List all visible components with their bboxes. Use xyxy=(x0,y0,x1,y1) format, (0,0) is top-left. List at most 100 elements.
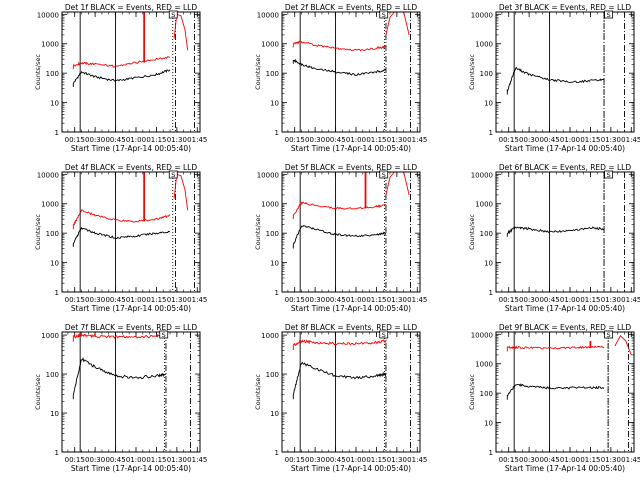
x-tick-label: 01:45 xyxy=(621,456,640,464)
series-events-line xyxy=(72,356,167,400)
lld-flare-curve xyxy=(385,12,410,36)
plot-area xyxy=(506,66,605,95)
x-tick-label: 01:00 xyxy=(560,136,580,144)
y-tick-label: 10 xyxy=(270,260,279,268)
series-events-line xyxy=(506,383,605,400)
x-tick-label: 01:00 xyxy=(126,136,146,144)
detector-panel-2: Det 2f BLACK = Events, RED = LLD 1 10 100 10… xyxy=(254,3,427,153)
x-axis-label: Start Time (17-Apr-14 00:05:40) xyxy=(505,144,625,153)
series-lld-line xyxy=(72,209,171,230)
x-tick-label: 00:45 xyxy=(325,136,345,144)
y-tick-label: 1 xyxy=(489,449,493,457)
y-tick-label: 1 xyxy=(275,289,279,297)
x-tick-label: 01:00 xyxy=(126,296,146,304)
series-lld-line xyxy=(292,40,387,52)
axes-frame xyxy=(61,331,201,453)
y-tick-label: 10000 xyxy=(257,11,279,19)
plot-area xyxy=(292,12,410,76)
x-tick-label: 01:45 xyxy=(407,136,427,144)
saa-marker-label: S xyxy=(171,171,175,179)
panel-title: Det 2f BLACK = Events, RED = LLD xyxy=(285,3,418,12)
series-events-line xyxy=(506,66,605,95)
x-tick-label: 00:30 xyxy=(519,296,539,304)
x-tick-label: 01:15 xyxy=(580,456,600,464)
series-lld-line xyxy=(72,332,167,342)
x-tick-label: 00:45 xyxy=(539,456,559,464)
lld-flare-curve xyxy=(173,173,189,211)
lld-flare-curve xyxy=(173,13,189,51)
y-tick-label: 1000 xyxy=(261,201,279,209)
y-tick-label: 10 xyxy=(50,260,59,268)
y-tick-label: 100 xyxy=(46,371,59,379)
x-tick-label: 00:30 xyxy=(85,136,105,144)
x-tick-label: 01:30 xyxy=(167,456,187,464)
x-tick-label: 01:00 xyxy=(126,456,146,464)
x-tick-label: 01:30 xyxy=(387,296,407,304)
y-tick-label: 100 xyxy=(480,390,493,398)
x-tick-label: 00:15 xyxy=(285,456,305,464)
y-tick-label: 10000 xyxy=(471,11,493,19)
y-tick-label: 1 xyxy=(55,449,59,457)
panel-title: Det 8f BLACK = Events, RED = LLD xyxy=(285,323,418,332)
series-events-line xyxy=(292,224,387,249)
x-tick-label: 00:30 xyxy=(85,296,105,304)
y-tick-label: 10000 xyxy=(257,171,279,179)
panel-title: Det 9f BLACK = Events, RED = LLD xyxy=(499,323,632,332)
x-tick-label: 00:15 xyxy=(65,296,85,304)
panel-title: Det 3f BLACK = Events, RED = LLD xyxy=(499,3,632,12)
y-tick-label: 10000 xyxy=(471,171,493,179)
x-tick-label: 01:45 xyxy=(407,296,427,304)
axes-frame xyxy=(495,11,635,133)
lld-flare-curve xyxy=(385,172,410,196)
y-tick-label: 100 xyxy=(46,70,59,78)
y-axis-label: Counts/sec xyxy=(468,54,476,90)
x-axis-label: Start Time (17-Apr-14 00:05:40) xyxy=(505,464,625,473)
panel-title: Det 5f BLACK = Events, RED = LLD xyxy=(285,163,418,172)
x-tick-label: 01:15 xyxy=(580,136,600,144)
detector-panel-4: Det 4f BLACK = Events, RED = LLD 1 10 100 10… xyxy=(34,163,207,313)
y-tick-label: 1 xyxy=(55,289,59,297)
x-tick-label: 00:15 xyxy=(499,296,519,304)
saa-marker-label: S xyxy=(607,11,611,19)
y-tick-label: 1000 xyxy=(41,201,59,209)
x-axis-label: Start Time (17-Apr-14 00:05:40) xyxy=(291,304,411,313)
y-axis-label: Counts/sec xyxy=(254,374,262,410)
panel-title: Det 1f BLACK = Events, RED = LLD xyxy=(65,3,198,12)
y-tick-label: 10000 xyxy=(37,171,59,179)
series-events-line xyxy=(292,361,387,400)
x-tick-label: 01:00 xyxy=(346,456,366,464)
x-tick-label: 01:00 xyxy=(560,296,580,304)
detector-panel-7: Det 7f BLACK = Events, RED = LLD 1 10 100 10… xyxy=(34,323,207,473)
x-tick-label: 00:30 xyxy=(85,456,105,464)
y-tick-label: 1000 xyxy=(41,41,59,49)
saa-marker-label: S xyxy=(382,331,386,339)
y-tick-label: 1000 xyxy=(475,361,493,369)
y-tick-label: 10 xyxy=(270,100,279,108)
x-tick-label: 01:30 xyxy=(387,456,407,464)
y-tick-label: 10000 xyxy=(471,331,493,339)
axes-frame xyxy=(281,171,421,293)
y-tick-label: 1000 xyxy=(41,332,59,340)
detector-panel-3: Det 3f BLACK = Events, RED = LLD 1 10 100 10… xyxy=(468,3,640,153)
plot-area xyxy=(72,332,167,400)
y-tick-label: 100 xyxy=(266,371,279,379)
x-tick-label: 00:30 xyxy=(519,456,539,464)
y-tick-label: 1000 xyxy=(261,332,279,340)
y-tick-label: 10 xyxy=(50,100,59,108)
lld-flare-curve xyxy=(614,334,632,356)
x-tick-label: 00:30 xyxy=(305,136,325,144)
y-axis-label: Counts/sec xyxy=(34,214,42,250)
series-lld-line xyxy=(292,201,387,220)
x-tick-label: 01:15 xyxy=(146,456,166,464)
plot-area xyxy=(72,12,189,87)
saa-marker-box xyxy=(604,330,614,339)
saa-marker-box xyxy=(379,170,389,179)
y-tick-label: 10 xyxy=(50,410,59,418)
axes-frame xyxy=(281,11,421,133)
x-tick-label: 00:45 xyxy=(105,456,125,464)
y-axis-label: Counts/sec xyxy=(34,374,42,410)
x-tick-label: 01:00 xyxy=(560,456,580,464)
series-events-line xyxy=(72,69,171,87)
x-tick-label: 00:30 xyxy=(305,296,325,304)
